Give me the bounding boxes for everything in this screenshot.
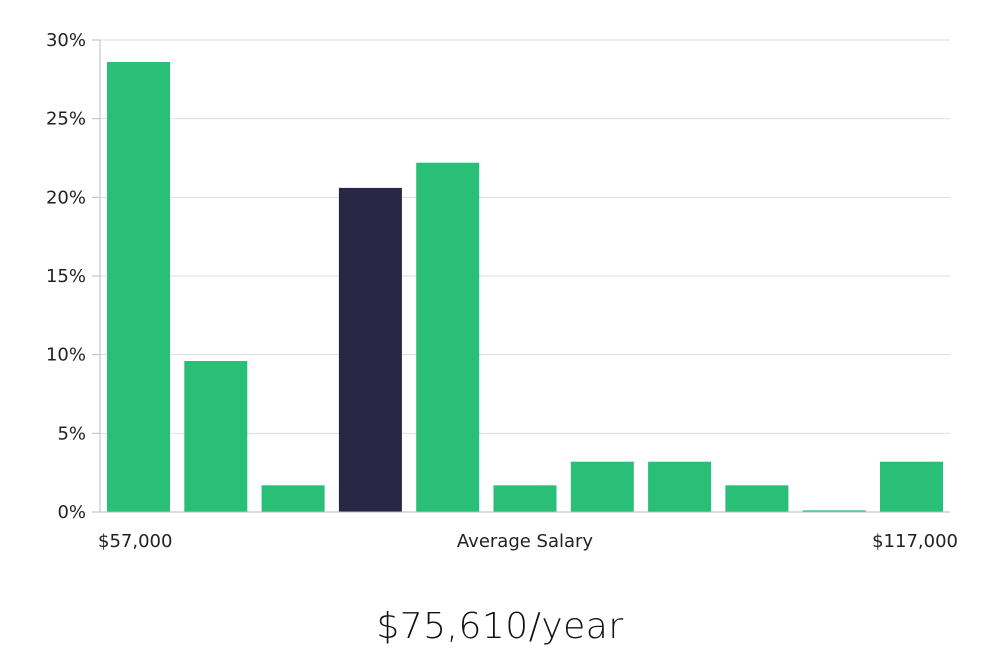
y-tick-label: 5% xyxy=(57,423,86,444)
y-tick-label: 30% xyxy=(46,30,86,51)
y-tick-label: 0% xyxy=(57,502,86,523)
gridlines xyxy=(100,39,950,434)
bar xyxy=(261,485,325,512)
x-label-min: $57,000 xyxy=(98,531,172,552)
x-label-max: $117,000 xyxy=(872,531,958,552)
y-tick-label: 15% xyxy=(46,266,86,287)
bar-average-salary xyxy=(338,187,402,512)
average-salary-value: $75,610/year xyxy=(376,606,624,647)
bar xyxy=(802,510,866,512)
y-tick-label: 20% xyxy=(46,187,86,208)
bar xyxy=(725,485,789,512)
bar xyxy=(880,461,943,512)
y-tick-label: 10% xyxy=(46,345,86,366)
bar xyxy=(570,461,634,512)
y-axis-ticks: 0% 5% 10% 15% 20% 25% 30% xyxy=(46,30,100,523)
x-label-average: Average Salary xyxy=(457,531,594,552)
bar xyxy=(107,62,170,512)
y-tick-label: 25% xyxy=(46,109,86,130)
bar xyxy=(493,485,557,512)
bar xyxy=(648,461,712,512)
salary-histogram: 0% 5% 10% 15% 20% 25% 30% $57,000 Average Sala… xyxy=(46,30,958,552)
bar xyxy=(416,162,480,512)
bars-group xyxy=(107,62,943,512)
bar xyxy=(184,361,248,512)
